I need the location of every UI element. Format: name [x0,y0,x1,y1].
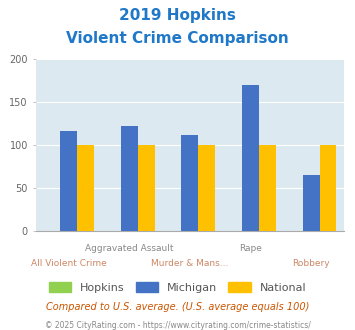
Bar [198,145,215,231]
Text: Rape: Rape [239,244,262,253]
Text: Compared to U.S. average. (U.S. average equals 100): Compared to U.S. average. (U.S. average … [46,302,309,312]
Bar [242,85,259,231]
Text: Violent Crime Comparison: Violent Crime Comparison [66,31,289,46]
Bar [121,126,138,231]
Bar [60,131,77,231]
Bar [181,135,198,231]
Bar [259,145,276,231]
Bar [302,175,320,231]
Text: All Violent Crime: All Violent Crime [31,259,107,268]
Bar [138,145,155,231]
Text: © 2025 CityRating.com - https://www.cityrating.com/crime-statistics/: © 2025 CityRating.com - https://www.city… [45,321,310,330]
Bar [77,145,94,231]
Text: 2019 Hopkins: 2019 Hopkins [119,8,236,23]
Text: Aggravated Assault: Aggravated Assault [85,244,174,253]
Text: Robbery: Robbery [292,259,330,268]
Text: Murder & Mans...: Murder & Mans... [151,259,229,268]
Legend: Hopkins, Michigan, National: Hopkins, Michigan, National [44,278,311,297]
Bar [320,145,337,231]
